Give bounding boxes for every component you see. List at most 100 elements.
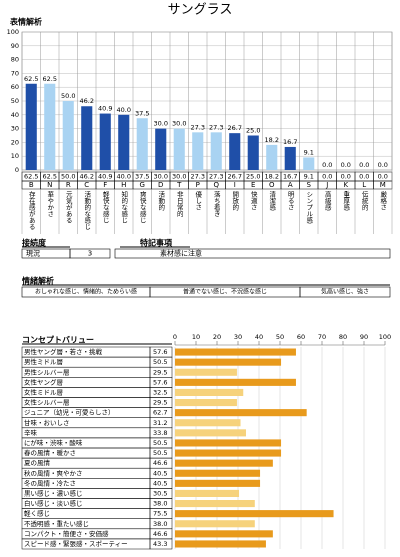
value-cell: 25.0 bbox=[246, 173, 260, 181]
bar bbox=[284, 146, 296, 170]
value-cell: 27.3 bbox=[191, 173, 205, 181]
value-label: 46.6 bbox=[153, 530, 167, 538]
value-label: 25.0 bbox=[246, 127, 260, 135]
x-tick-label: K bbox=[343, 181, 348, 189]
y-tick-label: 軽く感じ bbox=[24, 509, 50, 518]
value-label: 57.6 bbox=[153, 348, 167, 356]
x-tick-label: E bbox=[251, 181, 255, 189]
value-label: 75.5 bbox=[153, 510, 167, 518]
bar bbox=[81, 106, 93, 170]
value-cell: 9.1 bbox=[304, 173, 314, 181]
category-label: 元気がある bbox=[64, 191, 72, 224]
bar bbox=[136, 118, 148, 170]
y-tick-label: 女性ミドル層 bbox=[24, 387, 63, 396]
bar bbox=[175, 540, 266, 548]
bar bbox=[266, 144, 278, 170]
value-label: 57.6 bbox=[153, 378, 167, 386]
value-label: 0.0 bbox=[341, 161, 351, 169]
cell bbox=[149, 538, 173, 550]
bar bbox=[175, 530, 273, 538]
x-tick-label: 100 bbox=[379, 333, 391, 341]
bar bbox=[210, 132, 222, 170]
bar bbox=[175, 419, 241, 427]
value-cell: 0.0 bbox=[378, 173, 388, 181]
x-tick-label: N bbox=[47, 181, 52, 189]
category-label: 落ち着き bbox=[212, 190, 220, 218]
y-tick-label: 秋の風情・爽やかさ bbox=[24, 468, 83, 477]
category-label: 爽快な感じ bbox=[138, 191, 146, 224]
category-label: 重厚感 bbox=[342, 191, 350, 211]
x-tick-label: G bbox=[140, 181, 145, 189]
value-label: 62.5 bbox=[43, 75, 57, 83]
y-tick-label: 90 bbox=[11, 42, 19, 50]
bar bbox=[175, 388, 244, 396]
cell bbox=[299, 286, 391, 298]
value-label: 30.5 bbox=[153, 489, 167, 497]
category-label: 非日常的 bbox=[175, 190, 183, 219]
x-tick-label: 60 bbox=[297, 333, 305, 341]
value-label: 46.2 bbox=[80, 97, 94, 105]
x-tick-label: Q bbox=[213, 181, 219, 189]
y-tick-label: 女性シルバー層 bbox=[24, 398, 70, 407]
y-tick-label: 10 bbox=[11, 152, 19, 160]
y-tick-label: 男性ミドル層 bbox=[24, 357, 63, 366]
value-cell: 40.0 bbox=[117, 173, 131, 181]
value-cell: 27.3 bbox=[209, 173, 223, 181]
emotion-item: 気高い感じ、強さ bbox=[321, 288, 369, 296]
y-tick-label: 50 bbox=[11, 97, 19, 105]
category-label: 優しさ bbox=[194, 190, 202, 212]
x-tick-label: 50 bbox=[276, 333, 284, 341]
bar bbox=[175, 348, 296, 356]
value-label: 50.5 bbox=[153, 439, 167, 447]
bar bbox=[99, 113, 111, 170]
x-tick-label: 0 bbox=[173, 333, 177, 341]
y-tick-label: 男性ヤング層・若さ・挑戦 bbox=[24, 347, 103, 356]
bar bbox=[175, 368, 237, 376]
x-tick-label: M bbox=[380, 181, 386, 189]
y-tick-label: 80 bbox=[11, 56, 19, 64]
category-label: 厳格さ bbox=[379, 190, 387, 212]
section-title: 表情解析 bbox=[9, 17, 42, 27]
value-label: 0.0 bbox=[322, 161, 332, 169]
x-tick-label: H bbox=[121, 181, 126, 189]
value-label: 46.6 bbox=[153, 459, 167, 467]
cell bbox=[69, 248, 111, 259]
y-tick-label: ジュニア（幼児・可愛らしさ） bbox=[24, 408, 115, 417]
x-tick-label: 20 bbox=[213, 333, 221, 341]
y-tick-label: 女性ヤング層 bbox=[24, 377, 63, 386]
y-tick-label: 辛味 bbox=[24, 428, 38, 437]
value-label: 40.5 bbox=[153, 469, 167, 477]
cell bbox=[21, 427, 151, 439]
bar bbox=[303, 157, 315, 170]
value-label: 62.7 bbox=[153, 409, 167, 417]
value-label: 37.5 bbox=[135, 109, 149, 117]
category-label: 高級感 bbox=[323, 190, 331, 211]
y-tick-label: 100 bbox=[7, 28, 19, 36]
bar bbox=[175, 469, 261, 477]
category-label: 伝統的 bbox=[360, 190, 368, 212]
value-label: 50.5 bbox=[153, 358, 167, 366]
x-tick-label: O bbox=[269, 181, 275, 189]
x-tick-label: S bbox=[307, 181, 312, 189]
y-tick-label: 甘味・おいしさ bbox=[24, 418, 70, 427]
emotion-item: おしゃれな感じ、情緒的、ためらい感 bbox=[35, 288, 137, 296]
y-tick-label: 20 bbox=[11, 138, 19, 146]
y-tick-label: 夏の風情 bbox=[24, 458, 51, 467]
value-label: 27.3 bbox=[209, 123, 223, 131]
x-tick-label: 10 bbox=[192, 333, 200, 341]
value-cell: 40.9 bbox=[98, 173, 112, 181]
bar bbox=[175, 399, 237, 407]
category-label: シンプル感 bbox=[305, 191, 313, 224]
x-tick-label: C bbox=[84, 181, 89, 189]
bar bbox=[175, 500, 255, 508]
y-tick-label: 30 bbox=[11, 125, 19, 133]
value-label: 32.5 bbox=[153, 388, 167, 396]
value-label: 30.0 bbox=[154, 120, 168, 128]
value-cell: 26.7 bbox=[228, 173, 242, 181]
bar bbox=[247, 135, 259, 170]
value-label: 38.0 bbox=[153, 520, 167, 528]
bar bbox=[175, 409, 307, 417]
rating-label: 現況 bbox=[26, 249, 40, 258]
x-tick-label: J bbox=[325, 181, 328, 189]
category-label: 活動的 bbox=[157, 190, 165, 212]
